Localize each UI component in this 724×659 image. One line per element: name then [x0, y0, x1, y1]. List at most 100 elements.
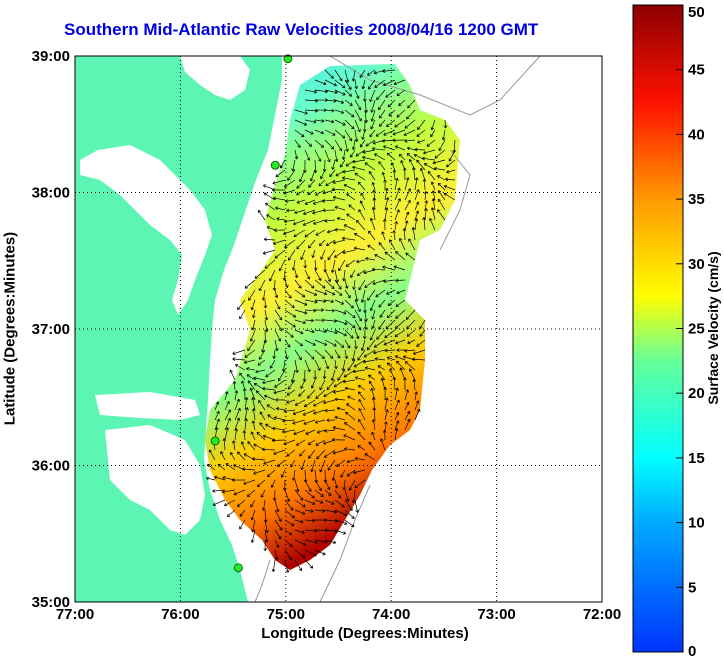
velocity-arrow [266, 226, 276, 231]
velocity-arrow [394, 319, 406, 329]
velocity-arrow [386, 356, 396, 361]
velocity-arrow [354, 79, 358, 90]
velocity-arrow [378, 371, 386, 381]
velocity-arrow [341, 236, 356, 241]
y-tick-label: 39:00 [32, 48, 70, 65]
velocity-arrow [324, 479, 331, 491]
velocity-arrow [386, 309, 396, 319]
velocity-arrow [241, 467, 256, 471]
velocity-arrow [294, 399, 306, 406]
velocity-arrow [264, 394, 276, 401]
velocity-arrow [369, 217, 376, 231]
colorbar-tick-label: 50 [688, 4, 705, 21]
velocity-arrow [414, 408, 421, 421]
velocity-arrow [365, 139, 376, 147]
velocity-arrow [323, 449, 336, 458]
velocity-arrow [231, 478, 246, 482]
velocity-arrow [284, 329, 294, 338]
velocity-arrow [354, 479, 366, 489]
velocity-arrow [433, 166, 446, 171]
velocity-arrow [443, 184, 456, 191]
velocity-arrow [304, 139, 312, 147]
velocity-arrow [255, 369, 266, 374]
velocity-arrow [234, 398, 240, 411]
velocity-arrow [441, 129, 446, 141]
velocity-arrow [224, 427, 230, 441]
velocity-arrow [299, 449, 306, 457]
velocity-arrow [334, 227, 346, 232]
velocity-arrow [423, 163, 436, 171]
velocity-arrow [344, 129, 353, 142]
bathymetry-contour [329, 56, 541, 116]
velocity-arrow [314, 149, 322, 162]
x-tick-label: 76:00 [161, 606, 199, 623]
velocity-arrow [304, 318, 315, 323]
velocity-arrow [274, 319, 283, 332]
colorbar-tick-label: 5 [688, 579, 696, 596]
velocity-arrow [314, 549, 326, 556]
velocity-arrow [354, 376, 366, 381]
velocity-arrow [304, 329, 315, 334]
velocity-arrow [294, 109, 308, 115]
velocity-arrow [285, 199, 296, 203]
velocity-arrow [375, 289, 386, 298]
velocity-arrow [304, 479, 312, 492]
velocity-arrow [304, 129, 314, 135]
velocity-arrow [264, 319, 269, 333]
velocity-arrow [304, 229, 316, 238]
velocity-arrow [354, 89, 360, 99]
velocity-arrow [309, 169, 316, 182]
velocity-arrow [262, 379, 276, 385]
velocity-arrow [371, 267, 386, 272]
velocity-arrow [357, 384, 366, 391]
velocity-arrow [314, 489, 324, 497]
velocity-arrow [325, 179, 336, 187]
velocity-arrow [307, 389, 316, 399]
y-tick-labels: 39:00 38:00 37:00 36:00 35:00 [32, 48, 70, 611]
velocity-arrow [303, 419, 316, 425]
velocity-arrow [304, 269, 311, 280]
velocity-arrow [262, 249, 276, 255]
velocity-arrow [430, 181, 436, 191]
velocity-arrow [368, 374, 376, 381]
velocity-arrow [382, 218, 387, 231]
velocity-arrow [247, 441, 256, 451]
velocity-arrow [357, 431, 366, 441]
velocity-arrow [266, 404, 276, 411]
velocity-arrow [314, 299, 327, 303]
velocity-arrow [354, 129, 359, 142]
velocity-arrow [274, 329, 282, 342]
velocity-arrow [300, 459, 306, 471]
velocity-arrow [396, 289, 406, 295]
velocity-arrow [294, 349, 302, 361]
velocity-arrow [411, 357, 426, 362]
velocity-arrow [284, 489, 291, 502]
velocity-arrow [314, 269, 322, 281]
velocity-arrow [382, 429, 387, 441]
velocity-arrow [273, 389, 286, 395]
velocity-arrow [398, 153, 406, 161]
velocity-arrow [221, 489, 236, 494]
velocity-arrow [423, 149, 436, 155]
velocity-arrow [232, 381, 237, 391]
velocity-arrow [334, 415, 346, 421]
velocity-arrow [214, 410, 220, 421]
velocity-arrow [344, 299, 354, 309]
velocity-arrow [378, 242, 386, 251]
velocity-arrow [291, 159, 296, 172]
velocity-arrow [404, 418, 411, 431]
velocity-arrow [332, 449, 346, 455]
velocity-arrow [257, 359, 266, 366]
velocity-arrow [294, 119, 307, 126]
velocity-arrow [406, 153, 416, 161]
velocity-arrow [314, 129, 324, 135]
velocity-arrow [243, 359, 256, 364]
velocity-arrow [264, 529, 269, 543]
velocity-arrow [416, 129, 426, 137]
velocity-arrow [394, 412, 400, 421]
velocity-arrow [336, 459, 346, 467]
velocity-arrow [294, 489, 304, 501]
velocity-arrow [224, 409, 231, 421]
velocity-arrow [344, 447, 356, 451]
velocity-arrow [314, 329, 327, 334]
